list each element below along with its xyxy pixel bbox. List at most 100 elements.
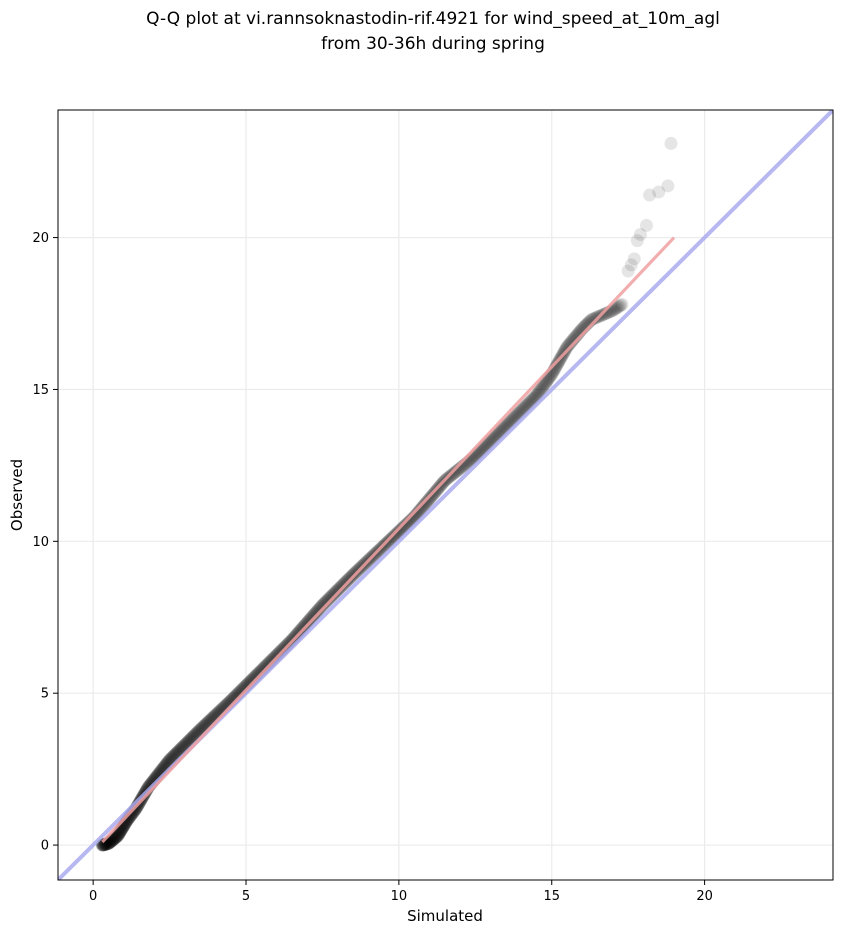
qq-point xyxy=(110,830,124,844)
qq-point xyxy=(112,827,126,841)
qq-point xyxy=(107,832,121,846)
qq-point xyxy=(307,608,321,622)
qq-point xyxy=(301,614,315,628)
qq-point xyxy=(308,606,322,620)
qq-point xyxy=(317,597,331,611)
qq-point xyxy=(597,307,611,321)
chart-title-line-2: from 30-36h during spring xyxy=(321,34,545,54)
qq-point xyxy=(307,607,321,621)
qq-point xyxy=(326,588,340,602)
qq-point xyxy=(328,586,342,600)
qq-outlier-point xyxy=(661,179,675,193)
qq-point xyxy=(313,600,327,614)
y-tick-label: 15 xyxy=(32,383,49,398)
qq-point xyxy=(333,581,347,595)
y-axis-ticks: 0 5 10 15 20 xyxy=(32,231,58,854)
qq-point xyxy=(318,596,332,610)
qq-point xyxy=(419,496,433,510)
qq-point xyxy=(418,497,432,511)
qq-point xyxy=(327,587,341,601)
qq-point xyxy=(112,827,126,841)
qq-point xyxy=(328,585,342,599)
qq-point xyxy=(324,589,338,603)
qq-point xyxy=(334,579,348,593)
qq-point xyxy=(393,523,407,537)
x-tick-label: 10 xyxy=(391,889,408,904)
x-axis-label: Simulated xyxy=(407,907,483,925)
qq-point xyxy=(562,338,576,352)
qq-point xyxy=(539,375,553,389)
qq-point xyxy=(310,605,324,619)
qq-point xyxy=(96,838,110,852)
qq-outlier-point xyxy=(652,185,666,199)
qq-point xyxy=(331,583,345,597)
x-tick-label: 5 xyxy=(242,889,250,904)
qq-point xyxy=(448,466,462,480)
qq-point xyxy=(549,360,563,374)
y-tick-label: 0 xyxy=(41,839,49,854)
qq-point xyxy=(538,376,552,390)
qq-point xyxy=(112,826,126,840)
qq-point xyxy=(311,603,325,617)
qq-point xyxy=(533,384,547,398)
qq-point xyxy=(334,580,348,594)
qq-point xyxy=(312,602,326,616)
qq-point xyxy=(302,613,316,627)
qq-point xyxy=(97,838,111,852)
qq-point xyxy=(332,582,346,596)
qq-point xyxy=(401,516,415,530)
qq-point xyxy=(96,838,110,852)
qq-point xyxy=(535,381,549,395)
qq-point xyxy=(416,500,430,514)
qq-outlier-point xyxy=(643,188,657,202)
qq-point xyxy=(304,612,318,626)
qq-point xyxy=(108,831,122,845)
qq-point xyxy=(414,502,428,516)
y-tick-label: 10 xyxy=(32,535,49,550)
qq-point xyxy=(96,838,110,852)
qq-point xyxy=(339,575,353,589)
qq-point xyxy=(588,311,602,325)
qq-point xyxy=(402,515,416,529)
qq-point xyxy=(323,591,337,605)
qq-point xyxy=(341,572,355,586)
qq-point xyxy=(107,832,121,846)
qq-point xyxy=(111,829,125,843)
qq-point xyxy=(299,617,313,631)
qq-point xyxy=(303,613,317,627)
qq-outlier-point xyxy=(640,218,654,232)
qq-point xyxy=(97,838,111,852)
qq-point xyxy=(423,491,437,505)
qq-point xyxy=(421,493,435,507)
qq-point xyxy=(306,609,320,623)
qq-point xyxy=(450,464,464,478)
qq-point xyxy=(609,301,623,315)
qq-point xyxy=(314,599,328,613)
qq-outlier-point xyxy=(627,252,641,266)
qq-point xyxy=(97,838,111,852)
x-tick-label: 15 xyxy=(543,889,560,904)
qq-point xyxy=(336,578,350,592)
qq-point xyxy=(599,307,613,321)
qq-point xyxy=(420,495,434,509)
qq-point xyxy=(417,498,431,512)
qq-point xyxy=(316,598,330,612)
plot-frame xyxy=(57,109,834,881)
qq-point xyxy=(392,524,406,538)
qq-point xyxy=(403,514,417,528)
qq-point xyxy=(318,595,332,609)
qq-point xyxy=(411,506,425,520)
qq-point xyxy=(391,526,405,540)
qq-outlier-point xyxy=(664,136,678,150)
qq-point xyxy=(108,831,122,845)
data-points xyxy=(95,136,678,852)
qq-point xyxy=(305,610,319,624)
qq-point xyxy=(329,584,343,598)
qq-point xyxy=(400,517,414,531)
qq-point xyxy=(415,501,429,515)
qq-point xyxy=(411,505,425,519)
qq-point xyxy=(109,830,123,844)
qq-point xyxy=(111,829,125,843)
qq-point xyxy=(111,828,125,842)
qq-outlier-point xyxy=(621,264,635,278)
